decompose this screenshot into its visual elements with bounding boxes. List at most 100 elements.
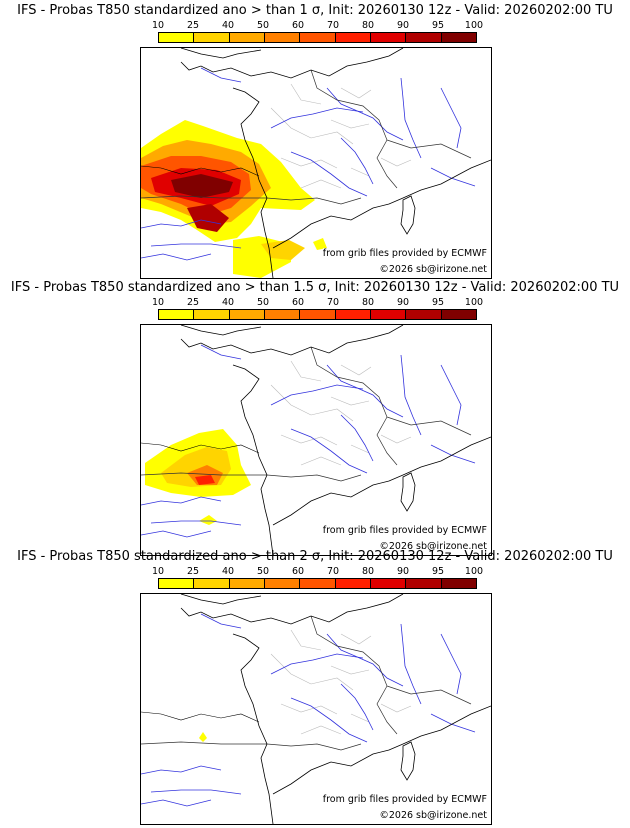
river — [270, 384, 364, 406]
colorbar-tick-label: 40 — [221, 297, 235, 308]
colorbar-swatch — [194, 33, 230, 42]
colorbar-tick-label: 50 — [256, 297, 270, 308]
colorbar-swatch — [370, 579, 407, 588]
river — [200, 67, 242, 83]
colorbar-swatch — [194, 579, 230, 588]
river — [430, 713, 476, 733]
river — [340, 683, 374, 731]
colorbar-swatch — [264, 579, 301, 588]
map-canvas — [141, 48, 491, 278]
coastline — [180, 594, 491, 824]
colorbar-swatch — [229, 579, 265, 588]
coastline-uk — [180, 325, 262, 336]
colorbar-tick-label: 70 — [326, 297, 340, 308]
colorbar-swatch — [406, 310, 442, 319]
prob-contour-10-island — [313, 238, 327, 250]
map-panel-1sigma: IFS - Probas T850 standardized ano > tha… — [0, 0, 630, 279]
river — [150, 520, 242, 526]
river — [430, 444, 476, 464]
river — [340, 414, 374, 462]
river — [430, 167, 476, 187]
probability-map: from grib files provided by ECMWF ©2026 … — [140, 324, 492, 556]
colorbar-tick-label: 70 — [326, 20, 340, 31]
colorbar-labels: 10 25 40 50 60 70 80 90 95 100 — [152, 20, 483, 31]
coastline-uk — [180, 594, 262, 605]
colorbar-tick-label: 80 — [361, 566, 375, 577]
coastline-corsica — [400, 741, 416, 781]
panel-title: IFS - Probas T850 standardized ano > tha… — [10, 280, 620, 295]
colorbar-swatch — [300, 579, 336, 588]
colorbar-swatch — [441, 33, 476, 42]
panel-title: IFS - Probas T850 standardized ano > tha… — [17, 3, 613, 18]
colorbar-tick-label: 25 — [186, 566, 200, 577]
colorbar-tick-label: 70 — [326, 566, 340, 577]
prob-contour-50 — [187, 465, 223, 485]
colorbar-tick-label: 25 — [186, 297, 200, 308]
colorbar-swatch — [194, 310, 230, 319]
colorbar-swatch — [300, 33, 336, 42]
copyright-notice: ©2026 sb@irizone.net — [379, 264, 487, 275]
probability-map: from grib files provided by ECMWF ©2026 … — [140, 47, 492, 279]
coastline — [180, 325, 491, 555]
data-source-credit: from grib files provided by ECMWF — [322, 525, 487, 536]
colorbar-swatch — [159, 579, 195, 588]
data-source-credit: from grib files provided by ECMWF — [322, 248, 487, 259]
colorbar-tick-label: 95 — [431, 20, 445, 31]
river — [326, 633, 404, 687]
probability-field — [141, 120, 327, 278]
colorbar-swatch — [370, 310, 407, 319]
colorbar-tick-label: 10 — [151, 20, 165, 31]
river — [400, 623, 422, 705]
colorbar-swatch — [159, 33, 195, 42]
colorbar-tick-label: 40 — [221, 20, 235, 31]
colorbar-swatch — [441, 579, 476, 588]
river — [400, 77, 422, 159]
river — [200, 344, 242, 360]
river — [150, 243, 242, 249]
prob-contour-70 — [195, 475, 215, 485]
colorbar-tick-label: 60 — [291, 297, 305, 308]
river — [440, 87, 462, 149]
colorbar-labels: 10 25 40 50 60 70 80 90 95 100 — [152, 566, 483, 577]
river — [141, 219, 222, 229]
admin-boundaries — [270, 360, 412, 466]
colorbar-tick-label: 95 — [431, 566, 445, 577]
basemap — [141, 594, 491, 824]
colorbar-strip — [158, 578, 477, 589]
river — [141, 253, 212, 261]
river — [200, 613, 242, 629]
colorbar-swatch — [406, 33, 442, 42]
colorbar-swatch — [370, 33, 407, 42]
colorbar-tick-label: 60 — [291, 20, 305, 31]
colorbar-tick-label: 95 — [431, 297, 445, 308]
coastline-corsica — [400, 195, 416, 235]
colorbar-tick-label: 100 — [464, 566, 484, 577]
map-panel-2sigma: IFS - Probas T850 standardized ano > tha… — [0, 546, 630, 825]
data-source-credit: from grib files provided by ECMWF — [322, 794, 487, 805]
colorbar-swatch — [229, 310, 265, 319]
colorbar-swatch — [159, 310, 195, 319]
river — [290, 151, 368, 197]
colorbar-tick-label: 80 — [361, 297, 375, 308]
colorbar-swatch — [264, 33, 301, 42]
river — [290, 697, 368, 743]
colorbar-swatch — [406, 579, 442, 588]
colorbar-tick-label: 100 — [464, 297, 484, 308]
prob-contour-25-gulf — [261, 240, 305, 260]
coastline-biscay — [141, 165, 260, 177]
colorbar-swatch — [264, 310, 301, 319]
prob-contour-95 — [171, 174, 233, 198]
colorbar-swatch — [229, 33, 265, 42]
river — [326, 364, 404, 418]
colorbar-tick-label: 100 — [464, 20, 484, 31]
river — [141, 496, 222, 506]
river — [440, 364, 462, 426]
colorbar-tick-label: 10 — [151, 297, 165, 308]
colorbar-tick-label: 60 — [291, 566, 305, 577]
colorbar-tick-label: 90 — [396, 566, 410, 577]
colorbar-swatch — [335, 33, 371, 42]
colorbar-tick-label: 40 — [221, 566, 235, 577]
admin-boundaries — [270, 629, 412, 735]
panel-title: IFS - Probas T850 standardized ano > tha… — [17, 549, 613, 564]
probability-field — [145, 429, 251, 525]
